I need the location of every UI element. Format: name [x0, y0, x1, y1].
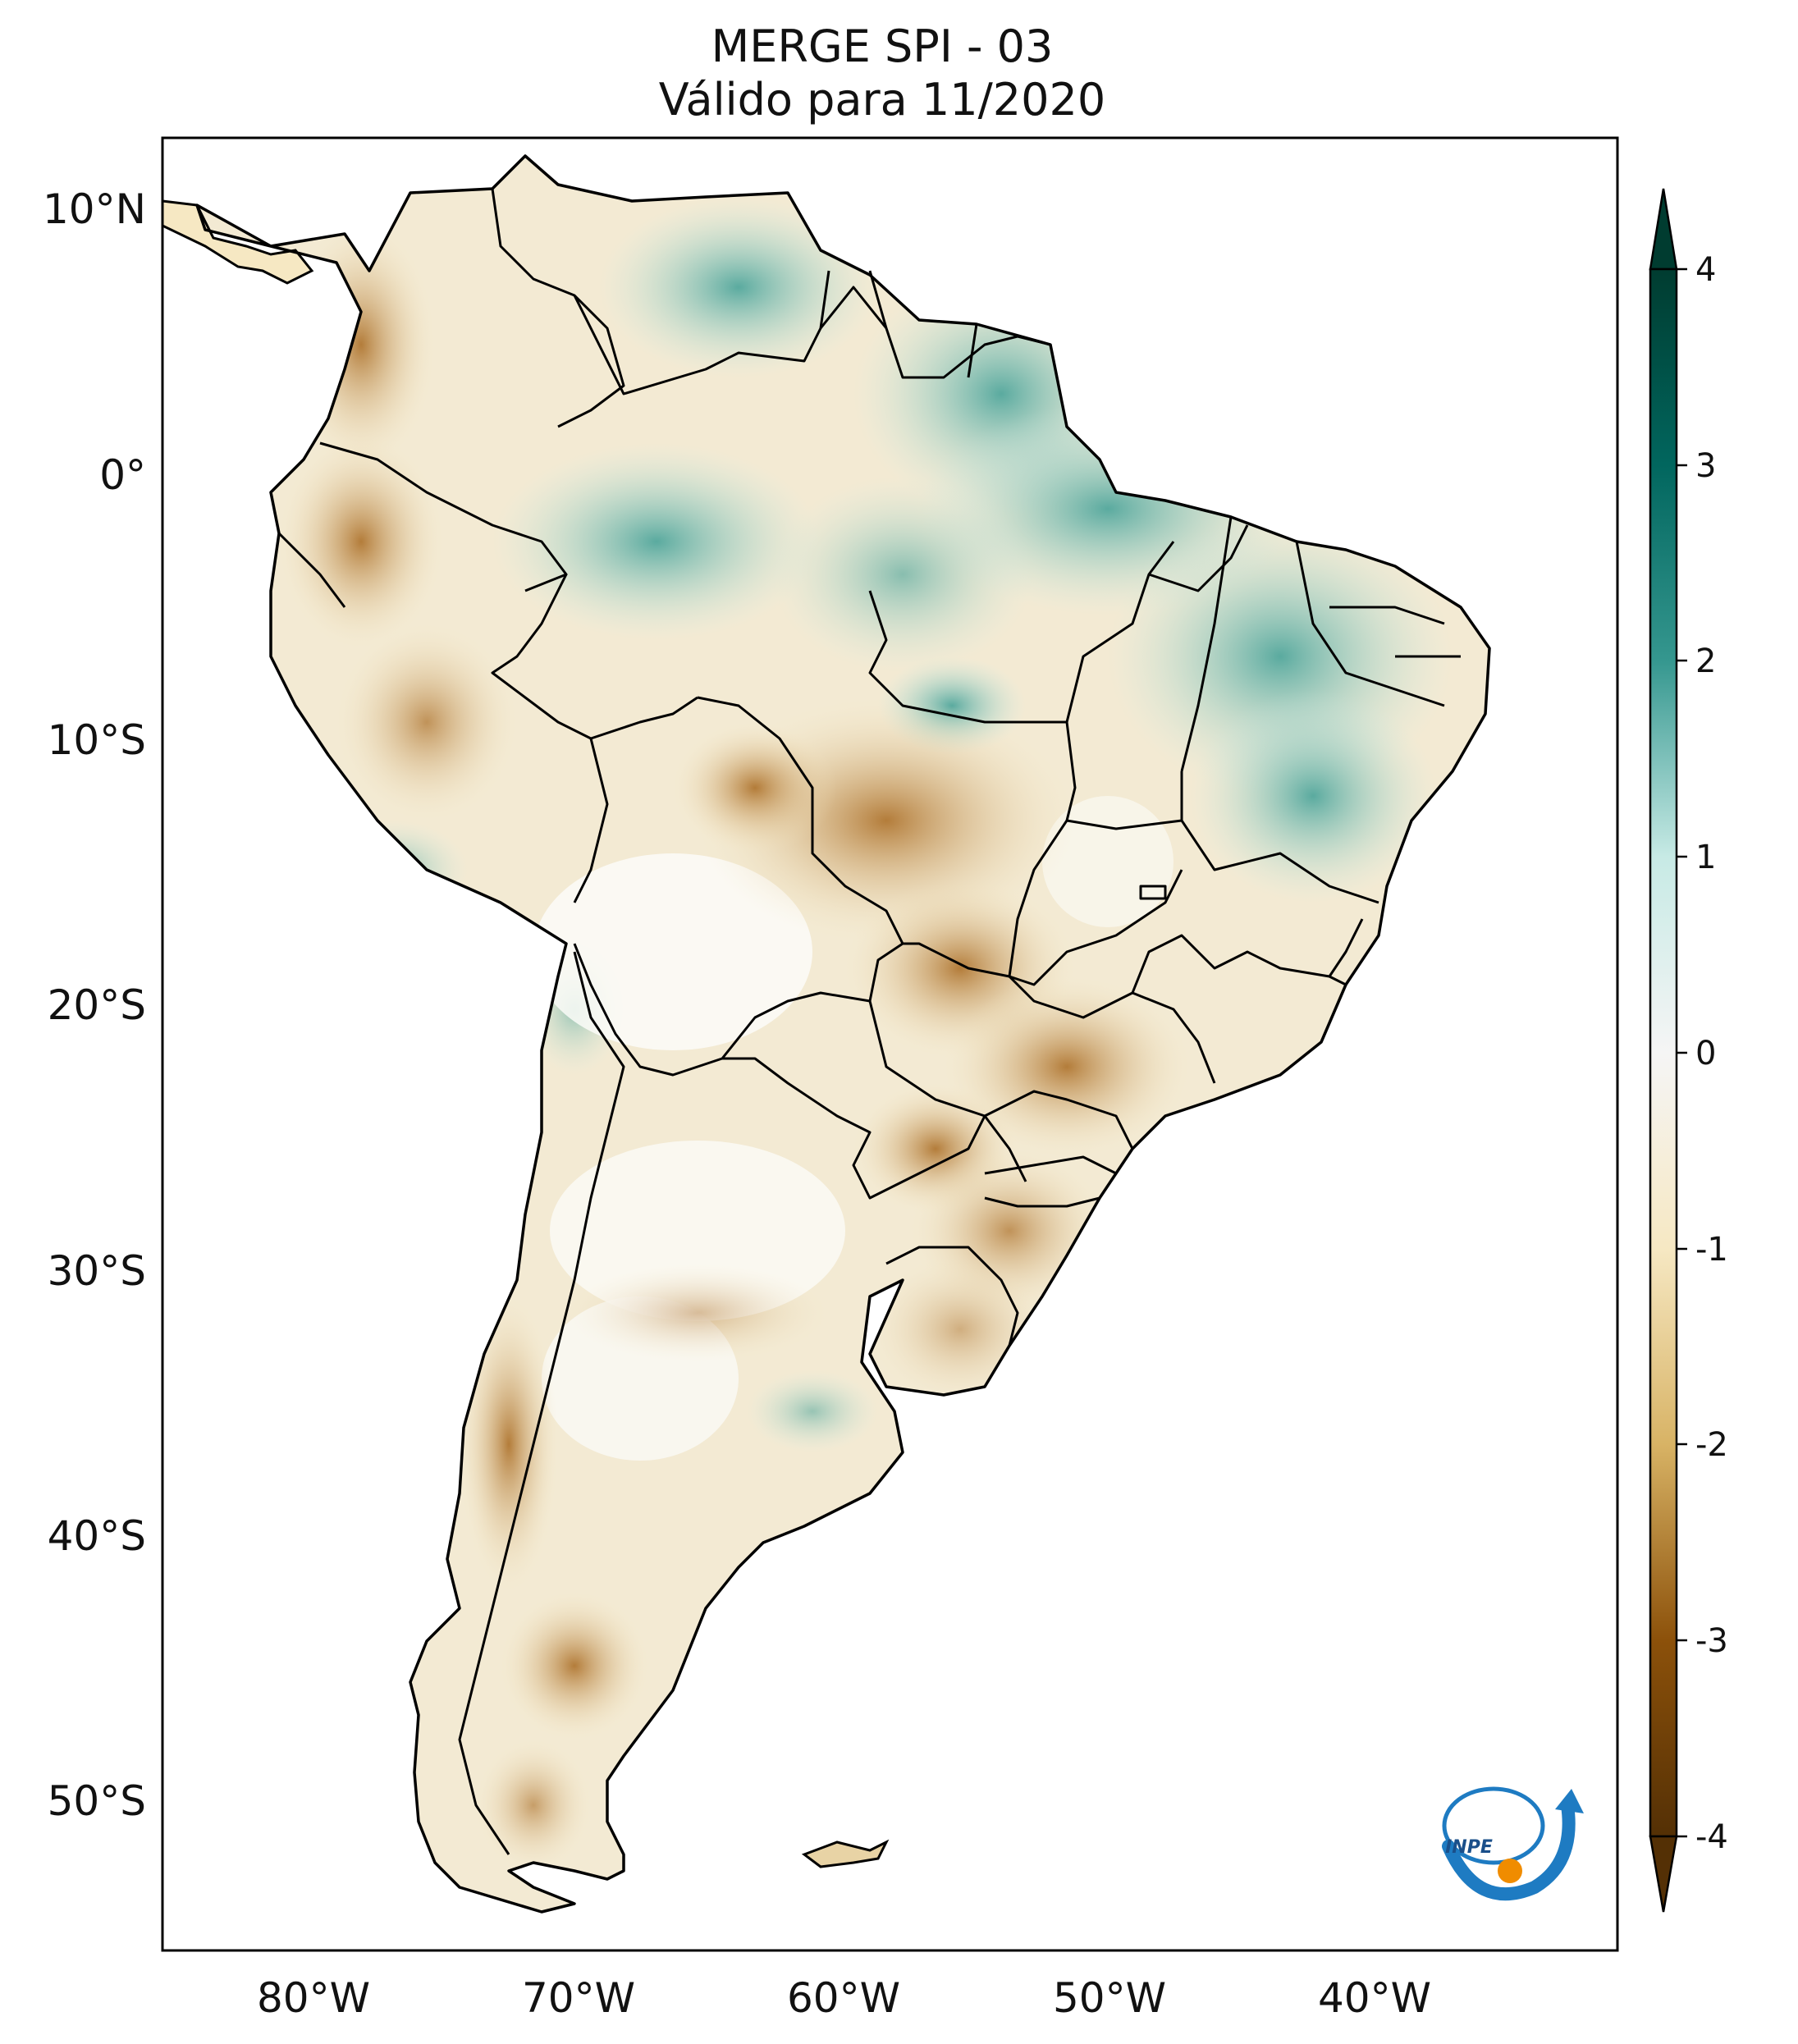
- lat-label: 40°S: [48, 1512, 146, 1560]
- colorbar-label: -2: [1695, 1426, 1728, 1464]
- colorbar-bottom-extension: [1649, 1835, 1678, 1913]
- country-state-borders: [277, 188, 1461, 1855]
- map-subtitle: Válido para 11/2020: [659, 74, 1105, 126]
- colorbar-ticks: [1677, 268, 1687, 1838]
- lon-label: 40°W: [1318, 1974, 1431, 2022]
- logo-text: INPE: [1445, 1837, 1493, 1858]
- colorbar-label: 3: [1695, 447, 1716, 485]
- colorbar-gradient: [1649, 268, 1678, 1838]
- colorbar-label: 2: [1695, 642, 1716, 680]
- lat-label: 0°: [99, 451, 146, 499]
- colorbar-label: -1: [1695, 1231, 1728, 1269]
- lon-label: 60°W: [787, 1974, 900, 2022]
- colorbar-labels: 4 3 2 1 0 -1 -2 -3 -4: [1695, 251, 1728, 1856]
- lon-label: 70°W: [522, 1974, 635, 2022]
- colorbar-label: 1: [1695, 839, 1716, 876]
- coastline: [195, 154, 1491, 1914]
- longitude-labels: 80°W 70°W 60°W 50°W 40°W: [257, 1974, 1431, 2022]
- map-title: MERGE SPI - 03: [711, 21, 1054, 72]
- lat-label: 30°S: [48, 1247, 146, 1295]
- colorbar-label: 0: [1695, 1035, 1716, 1072]
- colorbar-label: -4: [1695, 1818, 1728, 1856]
- lon-label: 80°W: [257, 1974, 370, 2022]
- lat-label: 10°S: [48, 716, 146, 764]
- spi-field: [162, 154, 1491, 1914]
- colorbar-label: -3: [1695, 1622, 1728, 1660]
- colorbar: 4 3 2 1 0 -1 -2 -3 -4: [1649, 188, 1728, 1913]
- latitude-labels: 10°N 0° 10°S 20°S 30°S 40°S 50°S: [43, 185, 146, 1825]
- lat-label: 50°S: [48, 1777, 146, 1825]
- colorbar-label: 4: [1695, 251, 1716, 289]
- inpe-logo-icon: INPE: [1442, 1786, 1584, 1901]
- lon-label: 50°W: [1053, 1974, 1166, 2022]
- colorbar-top-extension: [1649, 188, 1678, 271]
- lat-label: 20°S: [48, 981, 146, 1029]
- lat-label: 10°N: [43, 185, 146, 233]
